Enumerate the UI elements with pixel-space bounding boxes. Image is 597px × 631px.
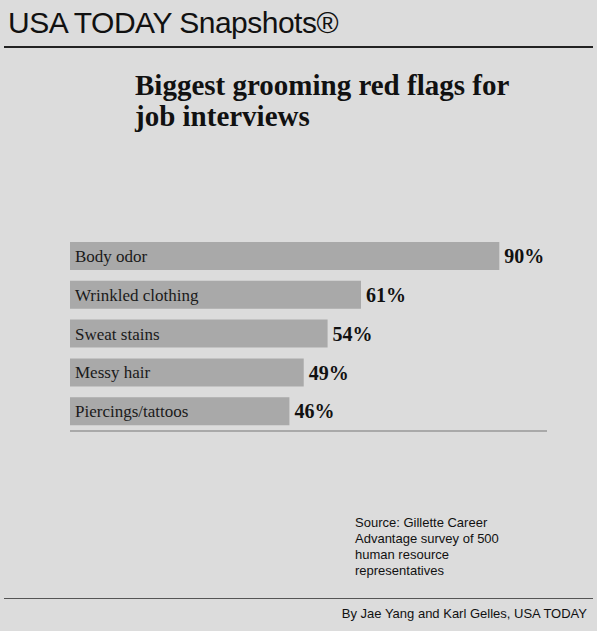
svg-text:Messy hair: Messy hair bbox=[75, 363, 150, 382]
svg-text:49%: 49% bbox=[309, 362, 349, 384]
svg-text:54%: 54% bbox=[333, 323, 373, 345]
svg-text:61%: 61% bbox=[366, 284, 406, 306]
svg-text:46%: 46% bbox=[294, 400, 334, 422]
html-text:By Jae Yang and Karl Gelles, U: By Jae Yang and Karl Gelles, USA TODAY bbox=[341, 606, 587, 621]
html-text:Biggest grooming red flags for: Biggest grooming red flags for job inter… bbox=[135, 69, 509, 132]
html-text:USA TODAY Snapshots®: USA TODAY Snapshots® bbox=[8, 6, 339, 39]
svg-text:Body odor: Body odor bbox=[75, 247, 148, 266]
html-text:Source: Gillette Career Advant: Source: Gillette Career Advantage survey… bbox=[355, 515, 499, 578]
svg-text:Wrinkled clothing: Wrinkled clothing bbox=[75, 286, 199, 305]
svg-text:Sweat stains: Sweat stains bbox=[75, 325, 160, 344]
svg-text:90%: 90% bbox=[504, 245, 544, 267]
svg-text:Piercings/tattoos: Piercings/tattoos bbox=[75, 402, 188, 421]
